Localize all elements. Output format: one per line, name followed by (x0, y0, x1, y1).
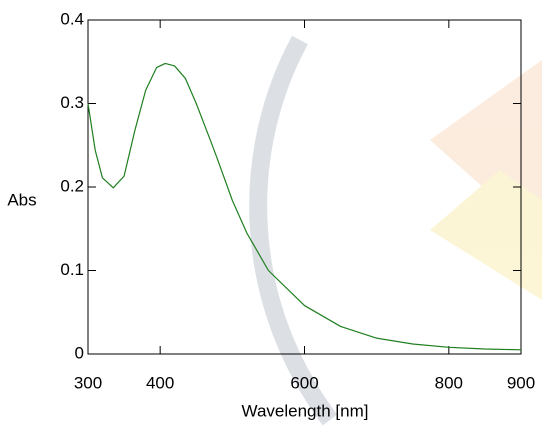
y-tick-label: 0.1 (60, 260, 84, 279)
x-tick-label: 400 (146, 373, 174, 392)
x-tick-label: 800 (435, 373, 463, 392)
y-tick-label: 0.2 (60, 176, 84, 195)
y-axis-label: Abs (7, 190, 36, 209)
x-tick-label: 900 (507, 373, 535, 392)
y-tick-label: 0.4 (60, 9, 84, 28)
data-line (87, 62, 522, 351)
x-axis-label: Wavelength [nm] (242, 401, 369, 420)
plot-frame (87, 19, 522, 355)
x-tick-label: 600 (290, 373, 318, 392)
x-tick-label: 300 (74, 373, 102, 392)
watermark (249, 35, 542, 426)
y-tick-label: 0.3 (60, 93, 84, 112)
y-tick-label: 0 (75, 343, 84, 362)
